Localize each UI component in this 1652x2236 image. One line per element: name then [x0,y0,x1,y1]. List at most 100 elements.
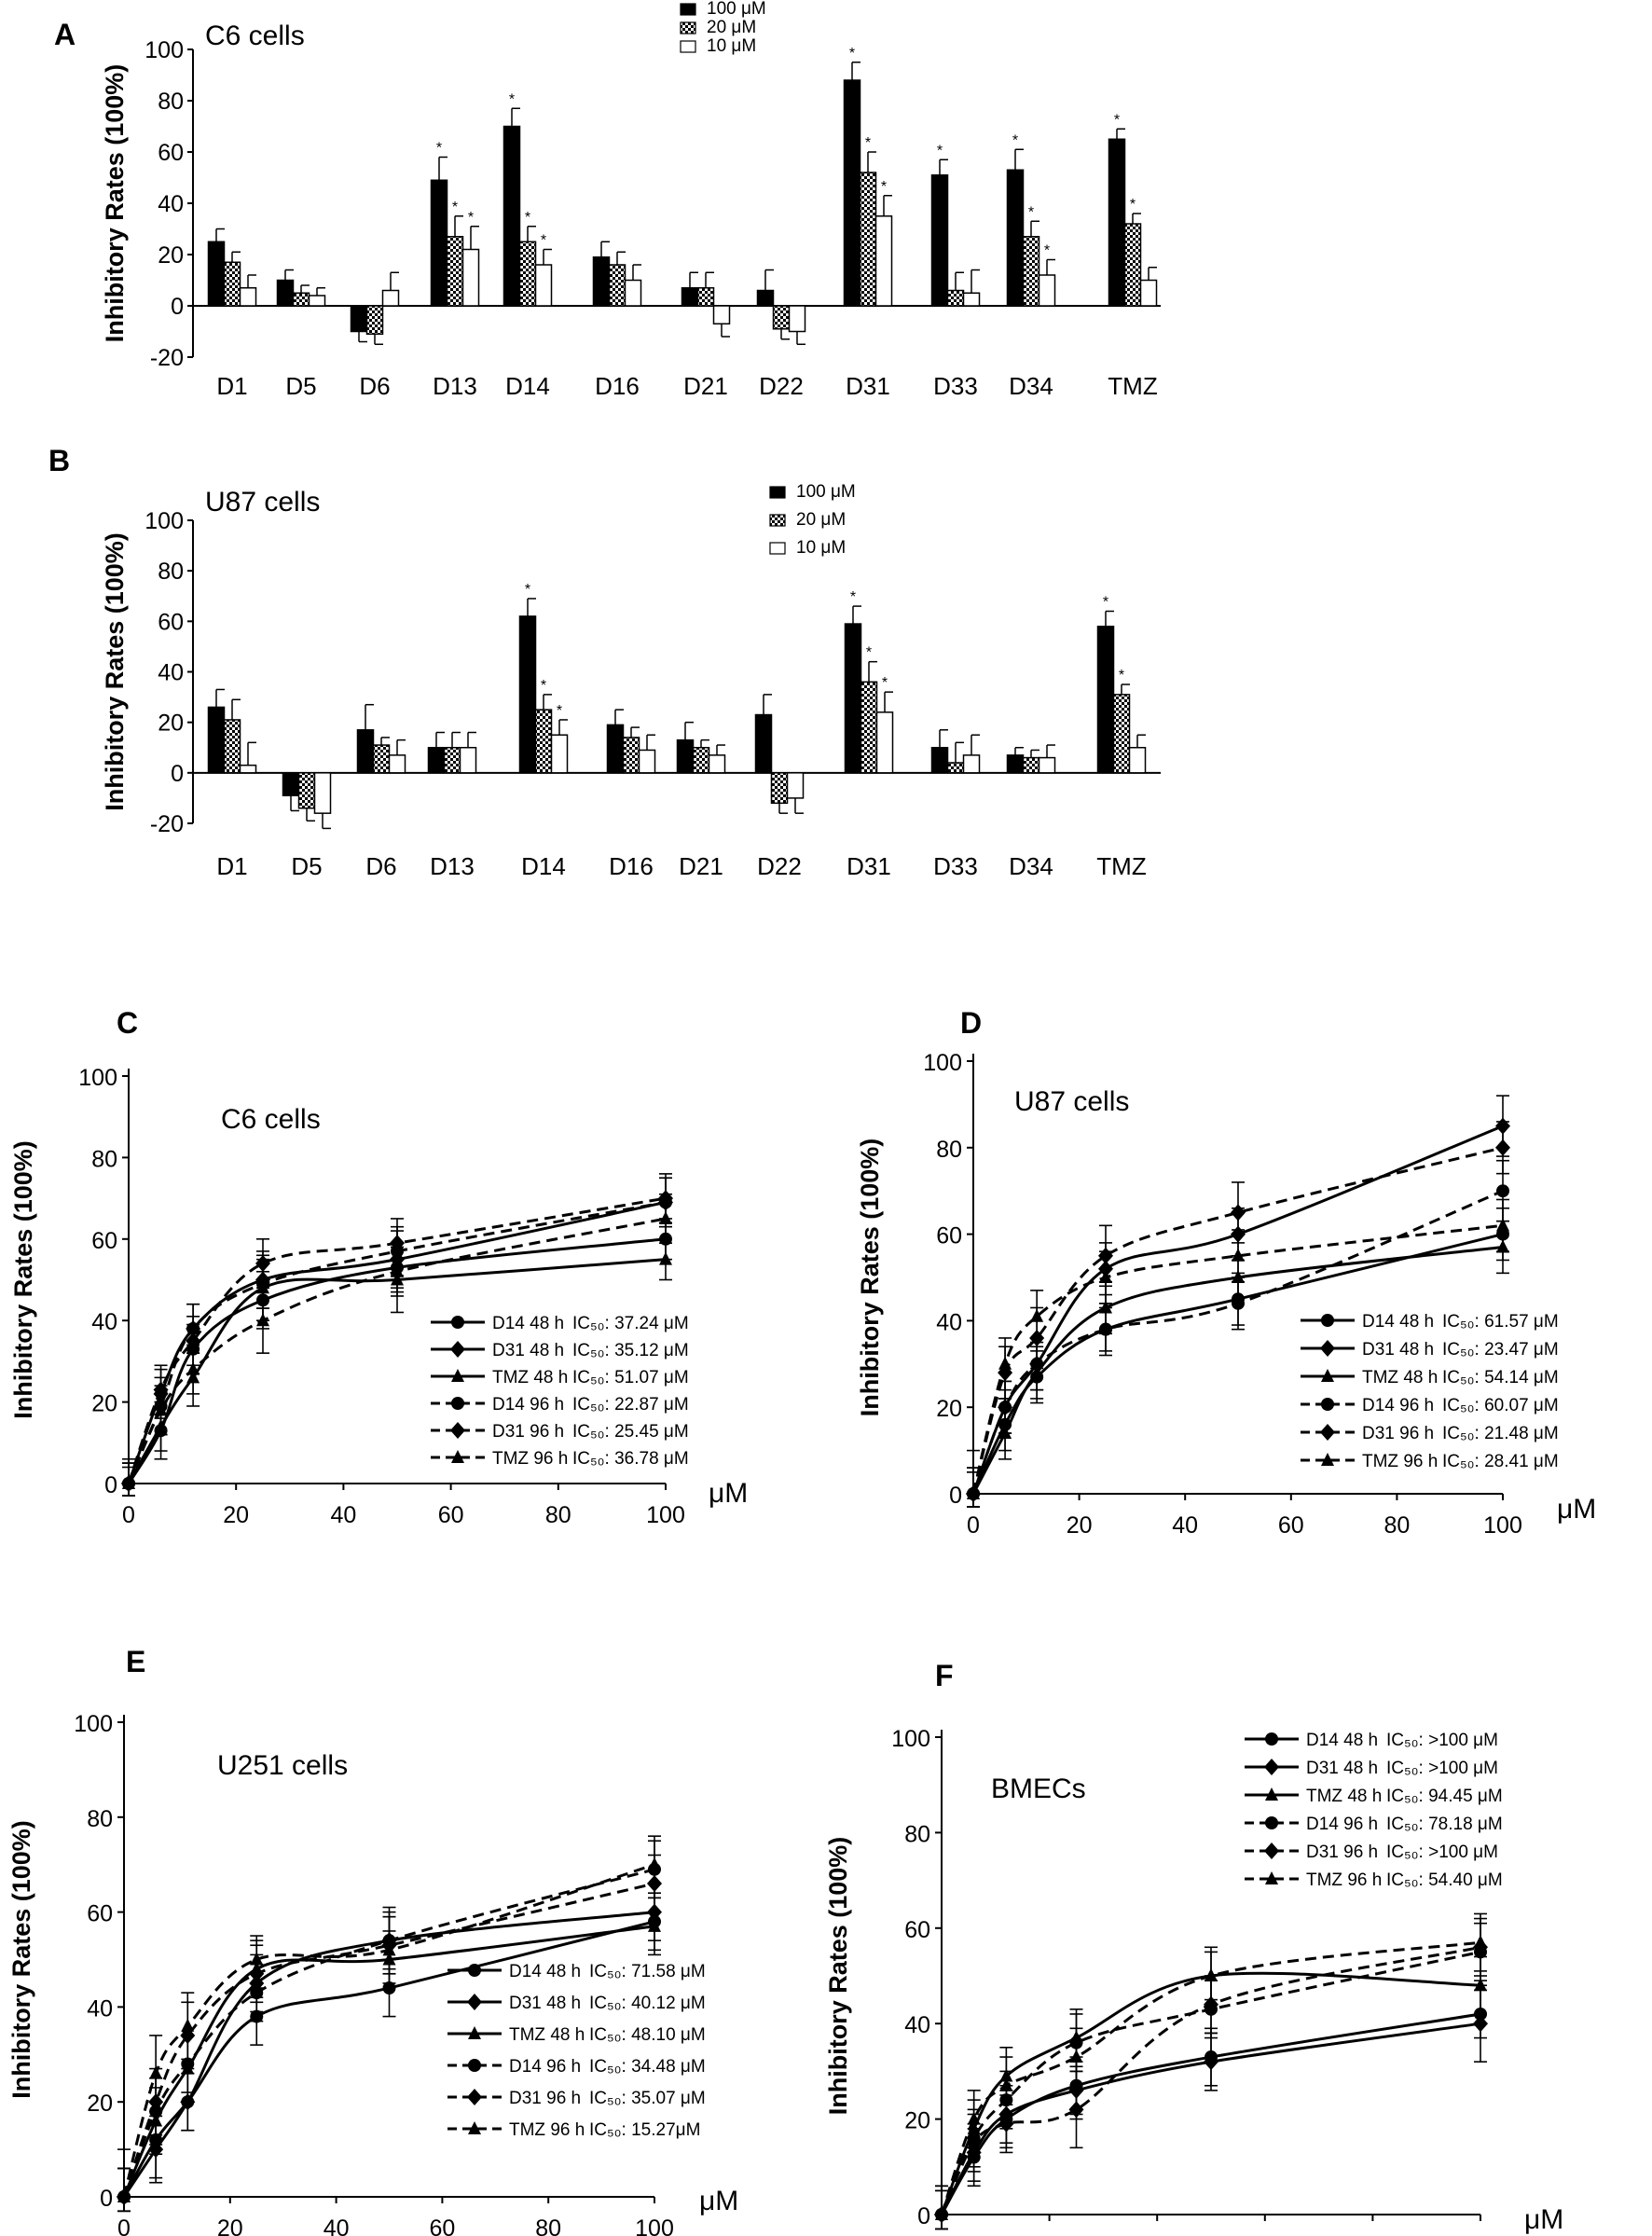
cell-line-label: BMECs [991,1774,1086,1804]
marker-triangle [468,2026,481,2039]
x-unit-label: μM [1524,2204,1563,2235]
bar [962,292,981,307]
y-tick-label: 60 [87,1901,113,1927]
legend-label: D31 96 h [509,2089,581,2108]
marker-circle [1265,1816,1278,1829]
legend-ic50: IC₅₀: 36.78 μM [572,1449,689,1469]
x-tick-label: 80 [545,1502,571,1528]
bar [1038,274,1056,307]
bar [930,174,949,307]
category-label: D34 [1009,852,1053,880]
x-tick-label: 100 [635,2215,674,2236]
marker-triangle [999,2077,1013,2091]
significance-star: * [541,233,546,249]
legend-ic50: IC₅₀: 34.48 μM [589,2057,706,2077]
bar [712,305,731,324]
marker-circle [468,1964,481,1977]
y-tick-label: -20 [150,811,184,837]
x-tick-label: 40 [1144,2233,1170,2236]
marker-circle [1321,1314,1334,1327]
marker-triangle [648,1918,661,1932]
legend-label: D31 96 h [492,1422,564,1442]
legend-label: D31 48 h [509,1994,581,2013]
legend-ic50: IC₅₀: >100 μM [1386,1731,1498,1750]
bar [518,615,537,774]
marker-circle [451,1397,464,1410]
significance-star: * [849,46,855,62]
y-axis-label: Inhibitory Rates (100%) [856,1139,884,1417]
marker-triangle [1030,1308,1044,1322]
legend-ic50: IC₅₀: 28.41 μM [1442,1452,1559,1471]
y-tick-label: 20 [91,1391,117,1417]
y-tick-label: 0 [917,2203,930,2229]
legend-label: D14 96 h [1362,1396,1434,1415]
cell-line-label: C6 cells [205,21,305,51]
legend-label: TMZ 48 h [1306,1787,1382,1806]
legend-ic50: IC₅₀: 94.45 μM [1386,1787,1503,1806]
marker-triangle [935,2207,948,2220]
significance-star: * [1044,243,1050,259]
legend-label: TMZ 96 h [492,1449,568,1469]
bar [381,289,400,307]
legend-ic50: IC₅₀: 15.27μM [589,2120,700,2140]
marker-diamond [255,1255,270,1273]
significance-star: * [881,179,887,195]
category-label: D34 [1009,372,1053,400]
category-label: D33 [933,852,978,880]
legend-label: TMZ 96 h [1306,1870,1382,1890]
x-tick-label: 0 [117,2215,131,2236]
bar [772,305,791,330]
category-label: D22 [757,852,802,880]
legend-label: 10 μM [796,538,846,558]
marker-triangle [382,1942,396,1956]
x-tick-label: 60 [438,1502,464,1528]
legend-ic50: IC₅₀: >100 μM [1386,1843,1498,1862]
significance-star: * [866,645,872,661]
panel-letter: D [960,1006,982,1040]
y-axis-label: Inhibitory Rates (100%) [101,64,129,343]
panel-letter: B [48,444,70,477]
bar [930,747,949,774]
marker-diamond [1320,1424,1335,1441]
bar-panel-a: A C6 cells Inhibitory Rates (100%) -20 0 20 40… [54,0,1161,400]
bar-panel-b: B U87 cells Inhibitory Rates (100%) -20 0 20 4… [48,444,1161,880]
marker-triangle [468,2121,481,2134]
bar [1112,694,1131,774]
category-label: D14 [505,372,550,400]
marker-triangle [967,2111,981,2125]
marker-diamond [1495,1139,1510,1156]
panel-letter: A [54,18,76,51]
significance-star: * [557,703,562,719]
legend-ic50: IC₅₀: 78.18 μM [1386,1815,1503,1834]
y-tick-label: 80 [158,559,184,585]
x-tick-label: 80 [1359,2233,1385,2236]
significance-star: * [452,200,458,215]
bar [676,738,695,774]
significance-star: * [1130,197,1136,213]
y-tick-label: 0 [949,1483,962,1509]
legend-ic50: IC₅₀: 51.07 μM [572,1368,689,1387]
significance-star: * [525,210,530,226]
legend-label: D14 96 h [509,2057,581,2077]
category-label: D31 [847,852,891,880]
marker-triangle [391,1263,404,1277]
bar [1038,756,1056,774]
y-tick-label: 0 [104,1472,117,1498]
bar [592,256,611,307]
legend-label: TMZ 96 h [1362,1452,1438,1471]
y-axis-label: Inhibitory Rates (100%) [824,1837,852,2116]
marker-diamond [1231,1204,1246,1222]
x-unit-label: μM [709,1478,748,1509]
legend-label: 100 μM [707,0,766,19]
legend-ic50: IC₅₀: 40.12 μM [589,1994,706,2013]
line-panel-f: F BMECs Inhibitory Rates (100%) 0 20 40 60 80 10… [824,1659,1563,2236]
y-tick-label: 100 [78,1065,117,1091]
significance-star: * [1012,132,1018,148]
marker-circle [998,1401,1012,1415]
legend-swatch [680,3,696,16]
y-tick-label: 60 [904,1917,930,1943]
legend-label: 10 μM [707,36,756,56]
legend-swatch [769,542,786,555]
bar [608,264,626,307]
category-label: D16 [609,852,654,880]
